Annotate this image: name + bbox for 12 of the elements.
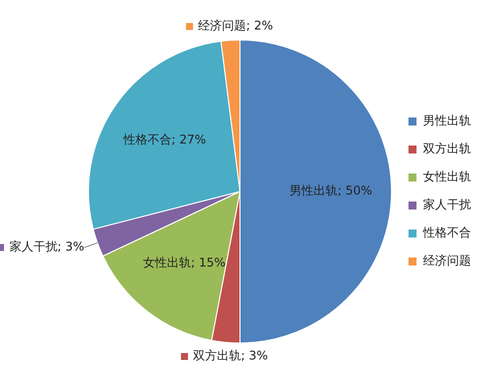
- legend-label: 双方出轨: [423, 142, 471, 156]
- data-label: 男性出轨; 50%: [290, 184, 372, 198]
- legend-label: 女性出轨: [423, 170, 471, 184]
- legend-label: 经济问题: [423, 254, 471, 268]
- data-label: 经济问题; 2%: [198, 18, 274, 32]
- legend-label: 性格不合: [422, 226, 471, 240]
- legend-label: 家人干扰: [423, 198, 471, 212]
- data-label: 女性出轨; 15%: [143, 255, 226, 270]
- data-label: 家人干扰; 3%: [9, 240, 84, 254]
- data-label: 性格不合; 27%: [122, 132, 206, 147]
- data-label: 双方出轨; 3%: [192, 348, 268, 362]
- legend-label: 男性出轨: [423, 114, 471, 128]
